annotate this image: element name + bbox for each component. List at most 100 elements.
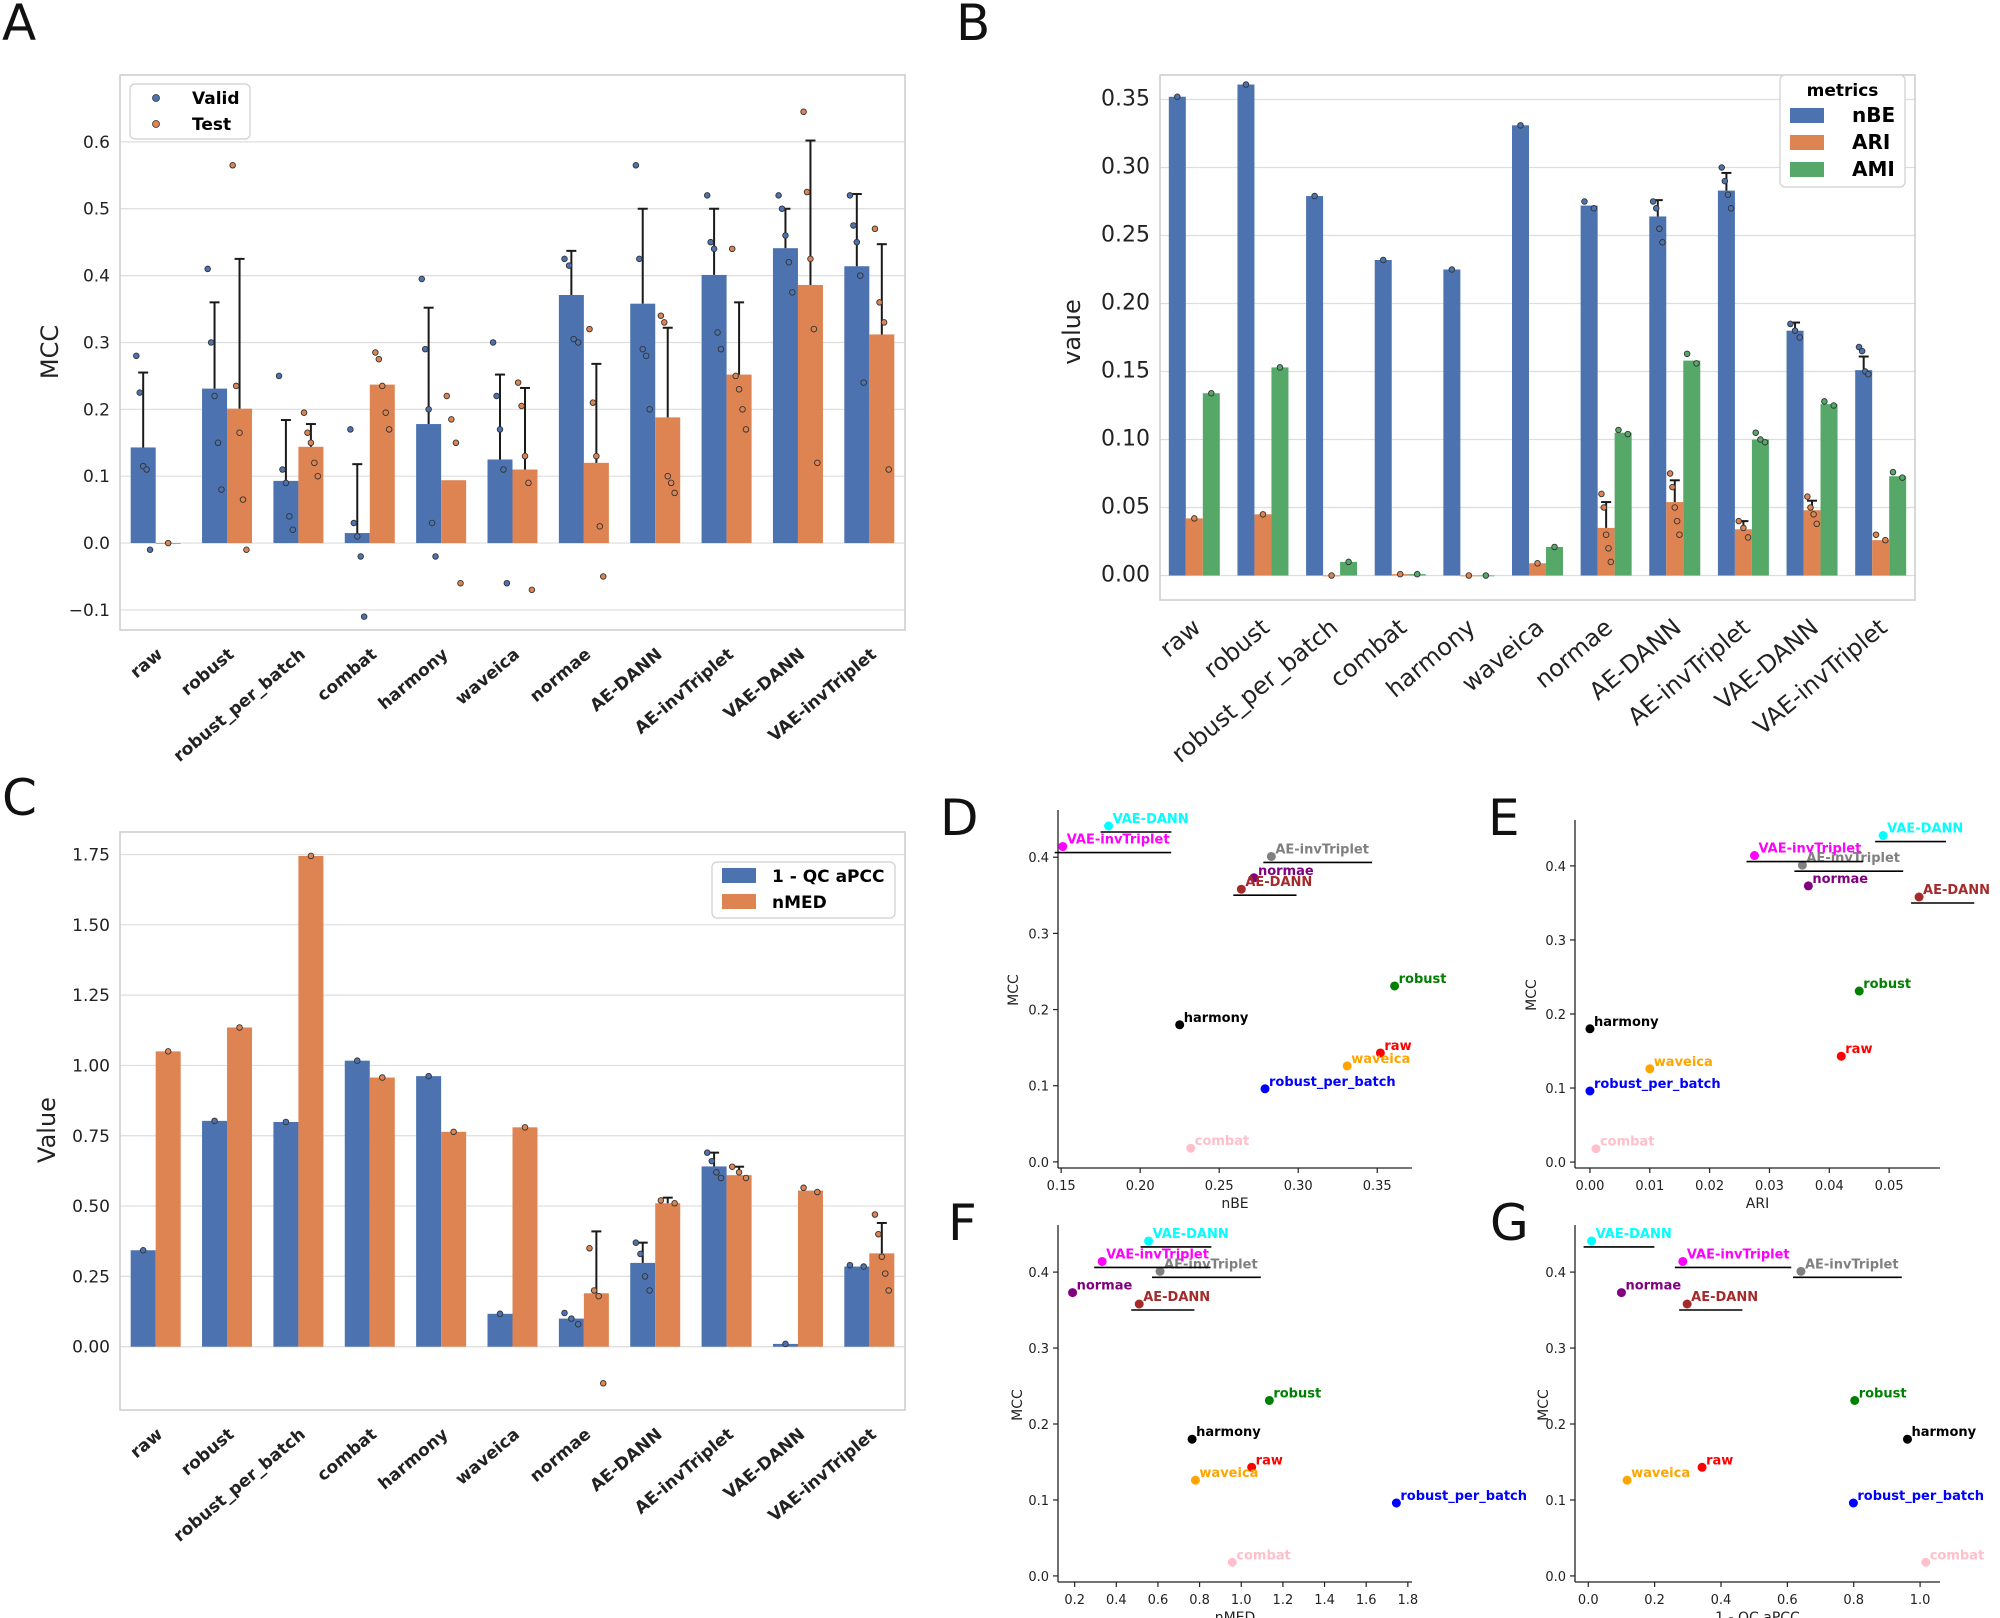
data-point [1718,164,1725,171]
data-point [596,523,604,530]
data-point [528,586,536,594]
bar-nbe-raw [1168,96,1186,576]
data-point [314,472,322,480]
data-point [1379,256,1387,264]
legend-title: metrics [1807,81,1879,101]
point-label-normae: normae [1077,1279,1133,1294]
data-point [1607,558,1615,566]
y-tick-label: 1.75 [72,846,110,866]
data-point [632,162,640,169]
point-label-robust: robust [1859,1386,1907,1401]
data-point [360,613,368,620]
data-point [775,192,782,199]
point-robust [1854,986,1864,996]
bar-ari-waveica [1529,563,1546,576]
bar-ami-ae-invtriplet [1751,439,1769,576]
data-point [307,852,315,860]
bar-nmed-vae-invtriplet [869,1253,895,1347]
point-label-ae-dann: AE-DANN [1691,1290,1758,1305]
point-combat [1227,1557,1237,1567]
x-axis-label: nBE [1221,1196,1248,1212]
point-label-combat: combat [1600,1135,1654,1150]
data-point [1581,198,1588,205]
data-point [570,335,577,343]
y-tick-label: 0.0 [1545,1156,1566,1171]
y-tick-label: 1.00 [72,1056,110,1076]
data-point [311,459,318,467]
point-label-harmony: harmony [1184,1011,1249,1026]
y-tick-label: 0.05 [1101,495,1150,520]
bar-nbe-normae [1580,205,1598,576]
bar-test-robust-per-batch [298,446,324,544]
data-point [1448,266,1456,273]
data-point [735,1169,743,1176]
data-point [432,553,439,560]
data-point [778,205,786,212]
data-point [379,1074,386,1081]
data-point [428,519,436,527]
point-label-ae-invtriplet: AE-invTriplet [1164,1257,1258,1272]
x-tick-label: harmony [375,645,453,715]
point-robust [1264,1395,1274,1405]
data-point [671,489,678,497]
data-point [782,232,789,239]
legend-marker-nbe [1790,108,1824,123]
data-point [1590,205,1598,212]
bar-ami-normae [1614,432,1632,576]
y-axis-label: value [1058,299,1086,365]
data-point [637,1250,644,1258]
x-tick-label: combat [314,645,381,706]
data-point [1174,93,1181,101]
bar-1-qc-apcc-robust [202,1120,228,1347]
data-point [139,1246,147,1254]
point-normae [1068,1288,1078,1298]
x-tick-label: 1.0 [1231,1593,1252,1608]
data-point [350,519,358,527]
legend-marker-nmed [722,894,756,909]
point-ae-dann [1914,892,1924,902]
point-label-robust-per-batch: robust_per_batch [1857,1489,1984,1504]
data-point [1517,122,1524,129]
legend-label-1-qc-apcc: 1 - QC aPCC [772,867,884,887]
data-point [667,479,675,487]
data-point [385,426,393,433]
legend-label-ami: AMI [1852,157,1895,181]
legend-marker-test [152,120,160,128]
bar-nmed-waveica [512,1127,538,1347]
data-point [232,382,240,390]
x-tick-label: 0.02 [1695,1179,1724,1194]
data-point [1673,517,1681,525]
point-raw [1375,1048,1385,1058]
data-point [641,1273,649,1280]
data-point [164,1048,172,1055]
y-tick-label: 0.3 [1545,1342,1566,1357]
data-point [561,1309,568,1317]
point-label-robust: robust [1863,977,1911,992]
data-point [1534,560,1541,567]
point-robust-per-batch [1391,1498,1401,1508]
x-tick-label: 0.6 [1148,1593,1169,1608]
data-point [211,392,218,400]
data-point [708,1157,716,1165]
point-label-waveica: waveica [1654,1055,1713,1070]
panel-label-d: D [940,789,979,847]
data-point [379,382,386,390]
x-tick-label: 0.35 [1363,1179,1392,1194]
point-robust [1390,981,1400,991]
x-tick-label: 0.6 [1777,1593,1798,1608]
data-point [521,452,529,460]
point-label-vae-dann: VAE-DANN [1153,1227,1229,1242]
x-tick-label: 0.05 [1875,1179,1904,1194]
data-point [450,1128,457,1136]
panel-label-e: E [1488,789,1520,847]
data-point [514,379,522,386]
x-tick-label: normae [526,1425,595,1487]
bar-test-robust [227,408,253,544]
y-tick-label: −0.1 [69,601,110,621]
point-ae-dann [1236,884,1246,894]
point-label-vae-invtriplet: VAE-invTriplet [1067,833,1170,848]
y-tick-label: 0.1 [1545,1082,1566,1097]
data-point [354,1057,361,1064]
bar-test-vae-invtriplet [869,334,895,544]
x-tick-label: 0.0 [1578,1593,1599,1608]
